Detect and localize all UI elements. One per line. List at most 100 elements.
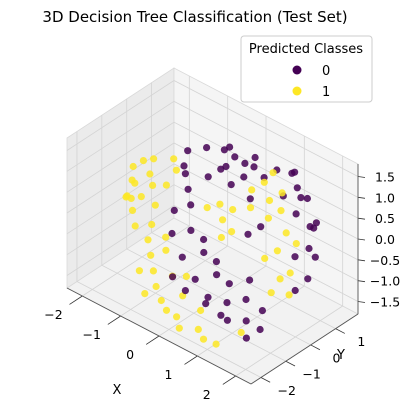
data-point-class-1 (199, 335, 208, 343)
x-gridline (82, 76, 190, 297)
axes-grid (66, 76, 359, 378)
data-point-class-0 (242, 295, 250, 304)
scatter-points (122, 143, 320, 348)
data-point-class-1 (237, 328, 245, 337)
data-point-class-1 (212, 340, 220, 348)
data-point-class-0 (231, 153, 239, 161)
legend-label-class-0: 0 (322, 64, 330, 79)
data-point-class-1 (162, 181, 170, 189)
data-point-class-0 (291, 168, 299, 176)
data-point-class-0 (297, 194, 305, 202)
x-axis-label: X (113, 383, 122, 398)
z-gridline (66, 163, 359, 261)
data-point-class-1 (203, 204, 211, 212)
z-gridline (66, 80, 359, 177)
data-point-class-0 (250, 163, 258, 171)
data-point-class-0 (312, 219, 320, 227)
data-point-class-0 (303, 194, 311, 203)
data-point-class-1 (228, 228, 236, 236)
data-point-class-1 (135, 267, 143, 275)
y-tick-mark (335, 328, 345, 334)
data-point-class-0 (246, 276, 254, 284)
data-point-class-0 (304, 275, 312, 283)
data-point-class-1 (149, 267, 157, 275)
data-point-class-0 (181, 287, 189, 295)
z-tick-label: 1.0 (375, 190, 395, 205)
data-point-class-1 (282, 229, 290, 237)
z-tick-label: 1.5 (375, 170, 395, 185)
z-gridline (66, 205, 359, 302)
z-tick-label: −1.0 (370, 274, 400, 289)
legend-marker-class-1 (292, 86, 302, 96)
y-tick-mark (285, 360, 296, 367)
y-gridline (126, 98, 311, 346)
legend: Predicted Classes 0 1 (240, 35, 373, 103)
x-gridline (158, 116, 267, 337)
data-point-class-1 (151, 201, 159, 209)
data-point-class-1 (131, 222, 139, 230)
data-point-class-1 (173, 313, 181, 321)
x-tick-label: −2 (44, 307, 62, 322)
data-point-class-1 (277, 207, 285, 215)
data-point-class-1 (194, 325, 202, 333)
data-point-class-0 (241, 159, 249, 167)
data-point-class-1 (292, 240, 300, 248)
data-point-class-1 (141, 290, 149, 298)
data-point-class-0 (311, 253, 319, 261)
data-point-class-0 (184, 185, 192, 193)
legend-frame (240, 35, 373, 103)
data-point-class-0 (251, 153, 259, 162)
z-gridline (66, 142, 359, 240)
z-tick-mark (357, 238, 366, 241)
data-point-class-0 (204, 173, 212, 181)
data-point-class-0 (180, 162, 188, 170)
data-point-class-1 (127, 194, 135, 202)
data-point-class-0 (204, 293, 212, 301)
data-point-class-1 (265, 196, 274, 205)
data-point-class-0 (293, 184, 301, 192)
data-point-class-0 (169, 273, 177, 281)
data-point-class-0 (223, 299, 231, 307)
data-point-class-0 (258, 307, 266, 315)
y-tick-label: −2 (277, 383, 295, 398)
x-tick-label: 1 (164, 367, 172, 382)
data-point-class-0 (227, 181, 235, 189)
x-tick-label: −1 (83, 327, 101, 342)
data-point-class-0 (168, 229, 176, 238)
data-point-class-1 (139, 157, 147, 165)
data-point-class-1 (147, 251, 155, 259)
data-point-class-0 (187, 201, 195, 209)
data-point-class-1 (149, 181, 157, 189)
legend-marker-class-0 (292, 65, 302, 75)
y-tick-mark (260, 377, 271, 383)
x-tick-mark (184, 355, 198, 365)
data-point-class-0 (222, 162, 230, 171)
data-point-class-1 (216, 200, 224, 208)
data-point-class-0 (291, 286, 299, 295)
data-point-class-1 (260, 178, 268, 186)
data-point-class-1 (144, 236, 152, 244)
data-point-class-1 (146, 170, 154, 178)
data-point-class-1 (269, 169, 277, 177)
y-tick-label: 1 (357, 334, 365, 349)
y-gridline (101, 115, 287, 362)
legend-title: Predicted Classes (249, 42, 363, 57)
data-point-class-1 (157, 296, 165, 305)
data-point-class-1 (131, 179, 139, 187)
y-tick-label: 0 (333, 350, 341, 365)
data-point-class-0 (256, 325, 264, 334)
data-point-class-0 (291, 253, 299, 261)
data-point-class-1 (162, 246, 170, 254)
data-point-class-1 (229, 206, 237, 214)
z-gridline (66, 184, 359, 282)
data-point-class-1 (219, 216, 227, 224)
data-point-class-0 (242, 334, 250, 342)
data-point-class-1 (278, 189, 286, 197)
y-axis-line (250, 313, 359, 385)
data-point-class-0 (225, 280, 233, 288)
axes-ticks: −2 −1 0 1 2 −2 −1 0 1 1.5 1.0 0.5 0.0 −0.5 −1.0 −1.5 (44, 164, 400, 402)
z-tick-label: −0.5 (370, 253, 400, 268)
data-point-class-0 (184, 147, 192, 155)
data-point-class-1 (248, 186, 256, 194)
